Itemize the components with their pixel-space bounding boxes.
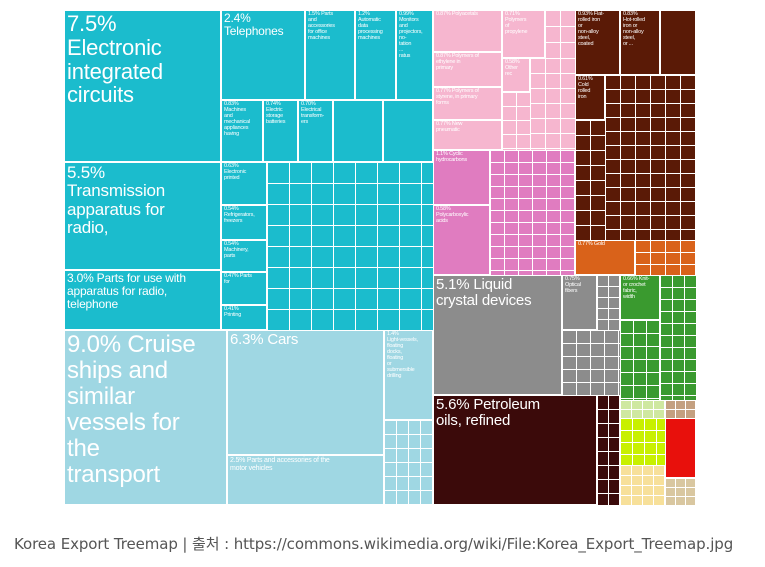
cell-optical-fibers: 0.75% Optical fibers xyxy=(562,275,597,330)
cell-misc-red xyxy=(665,418,696,478)
cell-polymers-ethylene-label: 0.87% Polymers of ethylene in primary xyxy=(436,53,479,71)
cell-electronic-printed-label: 0.63% Electronic printed xyxy=(224,163,247,181)
cell-flat-rolled-steel-label: 0.93% Flat- rolled iron or non-alloy ste… xyxy=(578,11,604,47)
cell-parts-radio-telephone-label: 3.0% Parts for use with apparatus for ra… xyxy=(67,271,186,311)
grid-electronics-small xyxy=(267,162,433,330)
cell-cars: 6.3% Cars xyxy=(227,330,384,455)
grid-misc-yellow xyxy=(620,418,665,465)
cell-electrical-transformers-label: 0.70% Electrical transform- ers xyxy=(301,101,325,125)
cell-polyacetals: 0.87% Polyacetals xyxy=(433,10,502,52)
grid-food xyxy=(620,465,665,505)
cell-electronic-ic-small-b xyxy=(383,100,433,162)
cell-monitors-projectors: 0.99% Monitors and projectors, no- tatio… xyxy=(396,10,433,100)
cell-automatic-data-processing-label: 1.2% Automatic data processing machines xyxy=(358,11,383,41)
cell-motor-vehicle-parts: 2.5% Parts and accessories of the motor … xyxy=(227,455,384,505)
cell-polycarboxylic-acids: 0.58% Polycarboxylic acids xyxy=(433,205,490,275)
cell-polymers-styrene-label: 0.77% Polymers of styrene, in primary fo… xyxy=(436,88,479,106)
cell-cruise-ships-label: 9.0% Cruise ships and similar vessels fo… xyxy=(67,331,196,488)
grid-chem-dark xyxy=(490,150,575,275)
grid-gold-small xyxy=(635,240,696,275)
cell-new-pneumatic: 0.77% New pneumatic xyxy=(433,120,502,150)
cell-knitted-fabric-label: 0.66% Knit- or crochet fabric, width xyxy=(623,276,650,300)
grid-metals-small xyxy=(605,75,696,240)
cell-cyclic-hydrocarbons: 1.1% Cyclic hydrocarbons xyxy=(433,150,490,205)
cell-printing-label: 0.41% Printing xyxy=(224,306,242,318)
cell-knitted-fabric: 0.66% Knit- or crochet fabric, width xyxy=(620,275,660,320)
cell-machines-mechanical-label: 0.83% Machines and mechanical appliances… xyxy=(224,101,250,137)
cell-cyclic-hydrocarbons-label: 1.1% Cyclic hydrocarbons xyxy=(436,151,467,163)
cell-printing: 0.41% Printing xyxy=(221,305,267,330)
cell-other-rec-label: 0.58% Other rec xyxy=(505,59,520,77)
cell-refrigerators-freezers: 0.54% Refrigerators, freezers xyxy=(221,205,267,240)
grid-misc-bottom xyxy=(665,478,696,505)
cell-automatic-data-processing: 1.2% Automatic data processing machines xyxy=(355,10,396,100)
cell-other-rec: 0.58% Other rec xyxy=(502,58,530,92)
grid-chem-light-a xyxy=(545,10,575,58)
grid-transport-small xyxy=(384,420,433,505)
cell-electric-storage-batteries-label: 0.74% Electric storage batteries xyxy=(266,101,286,125)
cell-electrical-transformers: 0.70% Electrical transform- ers xyxy=(298,100,333,162)
cell-petroleum-oils-label: 5.6% Petroleum oils, refined xyxy=(436,396,540,430)
cell-hot-rolled-steel-label: 0.83% Hot-rolled iron or non-alloy steel… xyxy=(623,11,645,47)
cell-electronic-printed: 0.63% Electronic printed xyxy=(221,162,267,205)
cell-transmission-apparatus-radio-label: 5.5% Transmission apparatus for radio, xyxy=(67,163,166,238)
cell-polymers-propylene-label: 0.71% Polymers of propylene xyxy=(505,11,528,35)
cell-refrigerators-freezers-label: 0.54% Refrigerators, freezers xyxy=(224,206,255,224)
cell-liquid-crystal-devices-label: 5.1% Liquid crystal devices xyxy=(436,276,532,310)
cell-flat-rolled-steel: 0.93% Flat- rolled iron or non-alloy ste… xyxy=(575,10,620,75)
grid-chem-light-c xyxy=(502,92,530,150)
cell-telephones: 2.4% Telephones xyxy=(221,10,305,100)
cell-polymers-propylene: 0.71% Polymers of propylene xyxy=(502,10,545,58)
cell-hot-rolled-steel: 0.83% Hot-rolled iron or non-alloy steel… xyxy=(620,10,660,75)
cell-transmission-apparatus-radio: 5.5% Transmission apparatus for radio, xyxy=(64,162,221,270)
cell-motor-vehicle-parts-label: 2.5% Parts and accessories of the motor … xyxy=(230,457,330,472)
cell-office-machine-parts: 1.5% Parts and accessories for office ma… xyxy=(305,10,355,100)
grid-metals-small-b xyxy=(575,120,605,240)
grid-grey-small xyxy=(597,275,620,330)
cell-cars-label: 6.3% Cars xyxy=(230,331,299,348)
cell-petroleum-oils: 5.6% Petroleum oils, refined xyxy=(433,395,597,505)
cell-gold-label: 0.77% Gold xyxy=(578,241,605,247)
cell-telephones-label: 2.4% Telephones xyxy=(224,11,284,38)
grid-minerals-small xyxy=(597,395,620,505)
cell-machinery-parts: 0.54% Machinery, parts xyxy=(221,240,267,272)
cell-electric-storage-batteries: 0.74% Electric storage batteries xyxy=(263,100,298,162)
cell-cold-rolled-iron: 0.61% Cold rolled iron xyxy=(575,75,605,120)
cell-optical-fibers-label: 0.75% Optical fibers xyxy=(565,276,581,294)
cell-cold-rolled-iron-label: 0.61% Cold rolled iron xyxy=(578,76,593,100)
cell-parts-radio-telephone: 3.0% Parts for use with apparatus for ra… xyxy=(64,270,221,330)
cell-polycarboxylic-acids-label: 0.58% Polycarboxylic acids xyxy=(436,206,469,224)
grid-textiles-small xyxy=(660,275,696,400)
cell-new-pneumatic-label: 0.77% New pneumatic xyxy=(436,121,463,133)
cell-cruise-ships: 9.0% Cruise ships and similar vessels fo… xyxy=(64,330,227,505)
cell-gold: 0.77% Gold xyxy=(575,240,635,275)
grid-grey-small-b xyxy=(562,330,620,395)
cell-monitors-projectors-label: 0.99% Monitors and projectors, no- tatio… xyxy=(399,11,423,59)
cell-electronic-integrated-circuits-label: 7.5% Electronic integrated circuits xyxy=(67,11,163,108)
cell-electronic-ic-small-a xyxy=(333,100,383,162)
grid-misc-red-small xyxy=(665,400,696,418)
cell-parts-for: 0.47% Parts for xyxy=(221,272,267,305)
cell-machines-mechanical: 0.83% Machines and mechanical appliances… xyxy=(221,100,263,162)
cell-parts-for-label: 0.47% Parts for xyxy=(224,273,252,285)
treemap-chart: 7.5% Electronic integrated circuits 5.5% … xyxy=(64,10,696,505)
cell-liquid-crystal-devices: 5.1% Liquid crystal devices xyxy=(433,275,562,395)
cell-polyacetals-label: 0.87% Polyacetals xyxy=(436,11,478,17)
cell-metals-small-top xyxy=(660,10,696,75)
grid-misc-lightgreen xyxy=(620,400,665,418)
cell-polymers-styrene: 0.77% Polymers of styrene, in primary fo… xyxy=(433,87,502,120)
grid-textiles-small-b xyxy=(620,320,660,400)
cell-electronic-integrated-circuits: 7.5% Electronic integrated circuits xyxy=(64,10,221,162)
cell-light-vessels: 1.4% Light-vessels, floating docks, floa… xyxy=(384,330,433,420)
grid-chem-light-b xyxy=(530,58,575,150)
cell-machinery-parts-label: 0.54% Machinery, parts xyxy=(224,241,249,259)
cell-polymers-ethylene: 0.87% Polymers of ethylene in primary xyxy=(433,52,502,87)
cell-office-machine-parts-label: 1.5% Parts and accessories for office ma… xyxy=(308,11,335,41)
image-caption: Korea Export Treemap | 출처 : https://comm… xyxy=(14,535,734,553)
cell-light-vessels-label: 1.4% Light-vessels, floating docks, floa… xyxy=(387,331,418,379)
